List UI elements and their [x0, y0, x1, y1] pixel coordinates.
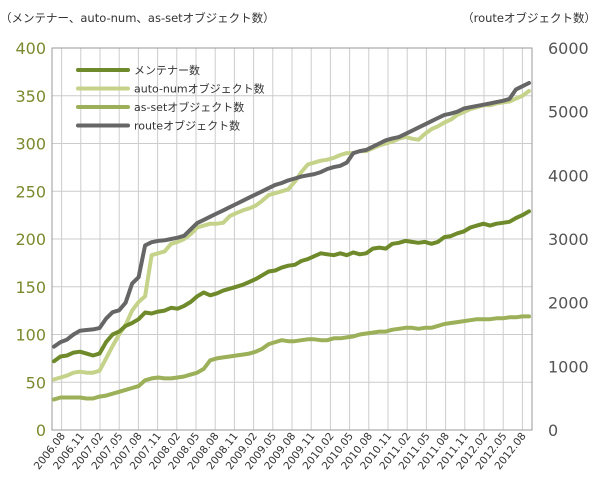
left-tick-label: 250: [15, 182, 46, 201]
legend-label: メンテナー数: [134, 64, 200, 77]
legend-label: auto-numオブジェクト数: [134, 82, 265, 96]
left-tick-label: 200: [15, 230, 46, 249]
series-line: [52, 209, 531, 364]
left-tick-label: 150: [15, 278, 46, 297]
left-axis-title: （メンテナー、auto-num、as-setオブジェクト数）: [0, 11, 275, 25]
left-tick-label: 100: [15, 326, 46, 345]
left-tick-label: 300: [15, 135, 46, 154]
left-tick-label: 0: [36, 421, 46, 440]
right-tick-label: 1000: [548, 357, 589, 376]
series-line: [52, 81, 531, 349]
plot-frame: [51, 47, 533, 431]
right-tick-label: 4000: [548, 166, 589, 185]
grid: [52, 47, 532, 431]
left-tick-label: 400: [15, 39, 46, 58]
series-layer: [52, 81, 531, 402]
right-tick-label: 3000: [548, 230, 589, 249]
right-tick-label: 2000: [548, 294, 589, 313]
legend-label: routeオブジェクト数: [134, 119, 240, 133]
series-line: [52, 314, 531, 402]
right-axis-title: （routeオブジェクト数）: [462, 11, 596, 25]
left-tick-label: 50: [26, 373, 46, 392]
left-tick-label: 350: [15, 87, 46, 106]
right-tick-label: 5000: [548, 103, 589, 122]
right-tick-label: 6000: [548, 39, 589, 58]
legend-label: as-setオブジェクト数: [134, 100, 244, 114]
right-tick-label: 0: [548, 421, 558, 440]
series-line: [52, 89, 531, 382]
legend: メンテナー数 auto-numオブジェクト数 as-setオブジェクト数 routeオ…: [76, 64, 265, 133]
